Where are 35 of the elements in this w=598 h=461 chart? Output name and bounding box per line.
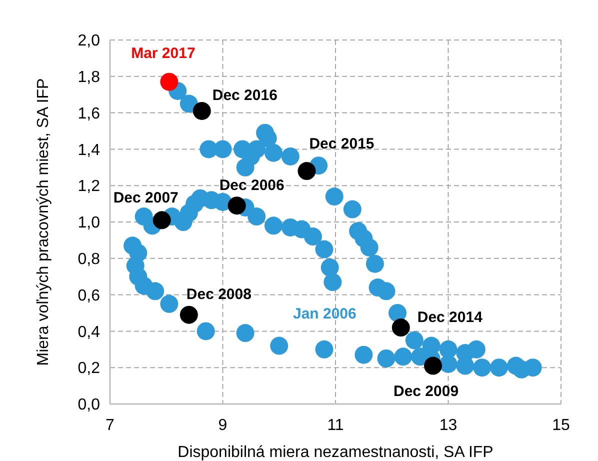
annotation: Mar 2017 xyxy=(131,45,196,62)
annotation: Dec 2014 xyxy=(417,308,484,326)
annotation: Dec 2008 xyxy=(186,286,252,304)
x-tick-label: 7 xyxy=(106,417,115,434)
annotation: Dec 2016 xyxy=(212,87,278,104)
x-tick-label: 15 xyxy=(552,417,570,434)
y-tick-label: 0,2 xyxy=(78,360,100,378)
y-tick-label: 1,0 xyxy=(78,214,100,232)
y-axis-title: Miera voľných pracovných miest, SA IFP xyxy=(35,78,52,366)
x-tick-label: 9 xyxy=(218,417,228,434)
y-tick-label: 1,4 xyxy=(78,142,100,159)
point xyxy=(160,72,178,91)
y-tick-label: 1,2 xyxy=(78,178,100,196)
point xyxy=(298,162,316,180)
x-tick-label: 13 xyxy=(439,417,458,434)
y-tick-label: 0,4 xyxy=(78,324,100,341)
y-tick-label: 0,0 xyxy=(78,396,100,414)
x-tick-label: 11 xyxy=(327,417,344,434)
annotation: Jan 2006 xyxy=(292,305,356,322)
annotation: Dec 2009 xyxy=(393,383,459,400)
y-tick-label: 0,8 xyxy=(78,251,100,268)
y-tick-label: 1,8 xyxy=(78,69,100,86)
y-tick-label: 0,6 xyxy=(78,287,100,304)
annotation: Dec 2015 xyxy=(309,135,374,152)
point xyxy=(228,196,246,215)
point xyxy=(392,318,410,337)
annotation: Dec 2006 xyxy=(219,176,284,194)
y-tick-label: 2,0 xyxy=(78,32,100,50)
point xyxy=(424,356,442,375)
x-axis-title: Disponibilná miera nezamestnanosti, SA IFP xyxy=(178,444,494,461)
annotation: Dec 2007 xyxy=(113,189,178,206)
point xyxy=(192,102,211,120)
point xyxy=(180,306,198,324)
y-tick-label: 1,6 xyxy=(78,105,100,122)
point xyxy=(152,211,171,230)
